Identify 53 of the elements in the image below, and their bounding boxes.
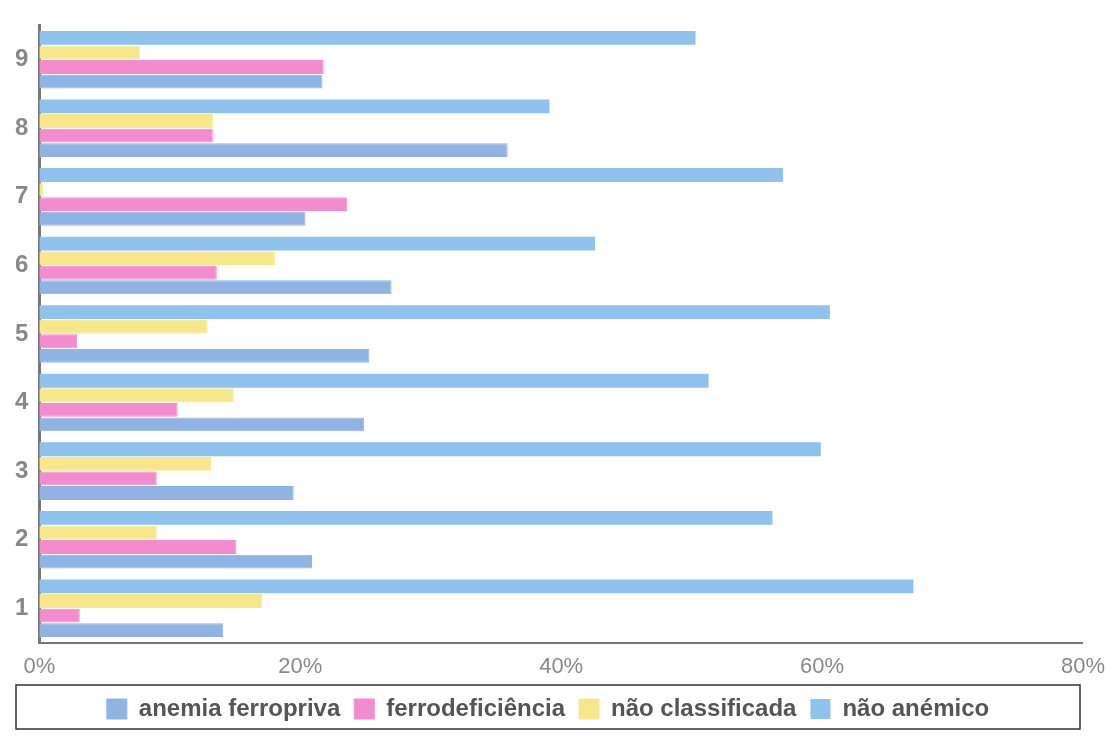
bar (39, 525, 157, 540)
bar (39, 442, 821, 457)
bar (39, 471, 157, 486)
bar (39, 99, 550, 114)
bar (39, 168, 783, 182)
y-tick-label: 6 (14, 250, 29, 278)
bar (39, 45, 140, 60)
bar (39, 554, 312, 569)
bar (39, 280, 392, 295)
bar (39, 456, 212, 471)
bar (39, 373, 709, 388)
y-tick-label: 8 (14, 112, 29, 140)
x-tick-label: 0% (23, 652, 56, 678)
bar (39, 30, 696, 45)
bar (39, 402, 178, 417)
y-tick-label: 4 (14, 387, 29, 415)
bar (39, 74, 323, 89)
y-tick-label: 5 (14, 318, 29, 346)
y-tick-label: 2 (14, 524, 29, 552)
x-tick-label: 80% (1060, 652, 1106, 678)
y-tick-label: 1 (14, 592, 29, 620)
bar (39, 251, 276, 266)
y-tick-label: 3 (14, 455, 29, 483)
bar (39, 128, 213, 143)
bar (39, 486, 294, 500)
bar (39, 305, 830, 320)
bar (39, 510, 773, 525)
bar (39, 319, 208, 334)
bar (39, 197, 348, 212)
x-tick-label: 60% (800, 652, 845, 678)
bar (39, 417, 365, 432)
y-tick-label: 7 (14, 181, 29, 209)
x-tick-label: 20% (278, 652, 323, 678)
bar (39, 579, 914, 594)
bar (39, 608, 80, 623)
bar (39, 388, 234, 403)
legend-label: anemia ferropriva (138, 693, 341, 721)
bar (39, 623, 224, 638)
bar (39, 540, 237, 554)
legend-label: não anémico (842, 693, 990, 721)
bar (39, 236, 596, 251)
x-tick-label: 40% (539, 652, 584, 678)
legend-label: não classificada (611, 693, 798, 721)
bar (39, 334, 78, 349)
bar (39, 60, 324, 74)
legend-label: ferrodeficiência (386, 693, 566, 721)
bar (39, 594, 263, 608)
bar (39, 114, 213, 128)
bar (39, 265, 217, 280)
y-tick-label: 9 (14, 44, 29, 72)
bar (39, 211, 306, 226)
bar (39, 143, 508, 158)
bar (39, 348, 370, 363)
